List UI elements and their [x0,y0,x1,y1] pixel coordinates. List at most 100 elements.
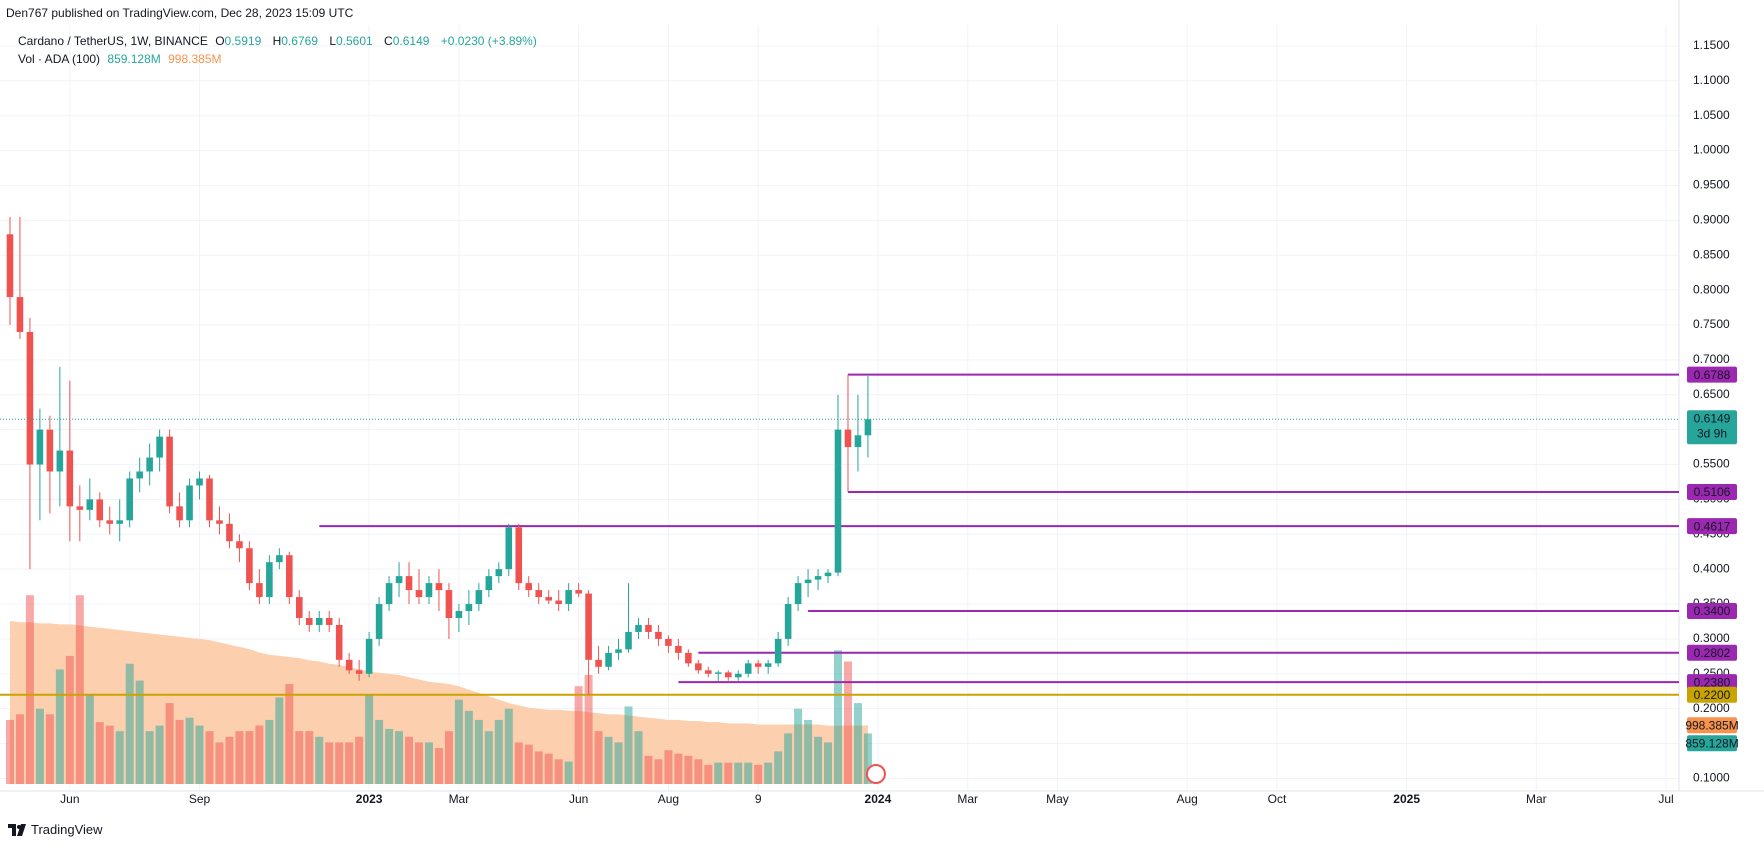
x-tick-label: Sep [189,792,211,806]
volume-bar [95,722,104,784]
candle-body [705,670,712,674]
y-tick-label: 0.5500 [1693,457,1730,471]
volume-bar [843,661,852,784]
volume-bar [754,764,763,784]
candle-body [814,576,822,580]
volume-bar [654,759,663,784]
candle-body [535,590,543,598]
candle-body [116,520,124,524]
volume-bar [355,736,364,784]
ohlc-letter: C [384,34,393,48]
candle-body [186,485,193,521]
volume-bar [764,762,773,784]
volume-bar [534,751,543,784]
y-tick-label: 0.9500 [1693,178,1730,192]
x-tick-label: 2023 [356,792,383,806]
candle-body [146,457,153,472]
candle-body [335,624,343,660]
volume-bar [335,742,344,784]
level-badge: 0.2802 [1694,646,1731,660]
volume-bar [454,699,463,784]
symbol: Cardano / TetherUS, 1W, BINANCE [18,34,208,48]
level-badge-bg [1687,518,1737,535]
x-tick-label: Jun [60,792,79,806]
y-tick-label: 0.7000 [1693,352,1730,366]
candle-body [824,572,832,577]
legend-price: Cardano / TetherUS, 1W, BINANCE O0.5919 … [18,34,541,48]
volume-bar [784,733,793,784]
candle-body [435,583,443,591]
candle-body [355,670,363,674]
candle-body [196,478,203,486]
volume-bar [554,759,563,784]
candle-body [515,527,523,584]
volume-bar [614,742,623,784]
candle-body [76,506,84,510]
level-badge-bg [1687,603,1737,620]
level-badge: 0.5106 [1694,485,1731,499]
volume-bar [235,731,244,784]
candle-body [844,429,852,448]
candle-body [295,597,303,618]
candle-body [375,604,383,639]
x-tick-label: Jul [1658,792,1673,806]
volume-bar [65,655,74,784]
candle-body [325,617,333,625]
candle-body [575,590,582,594]
candle-body [236,541,243,549]
level-badge-bg [1687,483,1737,500]
change: +0.0230 (+3.89%) [440,34,537,48]
ohlc-value: 0.6769 [281,34,318,48]
y-tick-label: 1.1500 [1693,38,1730,52]
volume-bar [165,703,174,784]
candle-body [216,520,223,524]
ohlc: H0.6769 [273,34,322,48]
volume-bar [45,714,54,784]
level-badge: 0.2200 [1694,688,1731,702]
volume-bar [504,708,513,784]
volume-bar [863,733,872,784]
candle-body [475,590,483,605]
volume-bar [185,717,194,784]
x-tick-label: Jun [569,792,588,806]
candle-body [695,663,702,671]
candle-body [834,429,842,573]
candle-body [665,638,672,646]
x-tick-label: Aug [1176,792,1197,806]
volume-bar [514,742,523,784]
volume-bar [444,731,453,784]
volume-bar [684,755,693,784]
volume-legend: Vol · ADA (100) [18,52,101,66]
candle-body [246,548,253,584]
volume-bar [604,736,613,784]
volume-bar [524,744,533,784]
volume-bar [315,736,324,784]
volume-bar [544,753,553,784]
candle-body [276,555,283,563]
volume-value: 859.128M [107,52,161,66]
candle-body [864,419,872,436]
volume-bar [714,762,723,784]
volume-ma-value: 998.385M [168,52,222,66]
countdown: 3d 9h [1697,426,1727,440]
volume-bar [774,751,783,784]
candle-body [315,617,323,625]
volume-bar [664,750,673,784]
candle-body [585,593,592,660]
volume-bar [325,742,334,784]
candle-body [734,673,742,678]
volume-bar [15,714,24,784]
volume-bar [5,719,14,784]
ohlc-letter: H [272,34,282,48]
volume-bar [135,680,144,784]
volume-bar [275,697,284,784]
volume-bar [724,762,733,784]
candle-body [764,663,772,667]
candle-body [714,672,722,674]
y-tick-label: 0.7500 [1693,317,1730,331]
candle-body [166,436,173,507]
volume-bar [365,695,374,784]
y-tick-label: 0.2000 [1693,701,1730,715]
level-badge: 0.6788 [1694,368,1731,382]
candle-body [156,436,163,458]
